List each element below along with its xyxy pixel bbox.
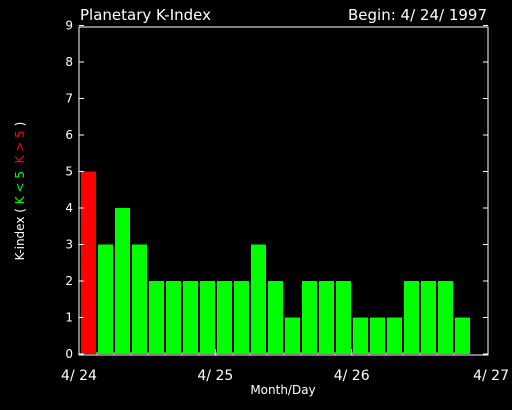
bar-20 <box>404 281 419 354</box>
y-axis-label-prefix: K-index <box>13 217 27 261</box>
bar-12 <box>268 281 283 354</box>
y-tick-label-9: 9 <box>65 19 73 33</box>
y-tick-label-6: 6 <box>65 128 73 142</box>
chart-title: Planetary K-Index <box>80 6 211 24</box>
x-axis-label: Month/Day <box>250 383 315 397</box>
y-tick-label-4: 4 <box>65 201 73 215</box>
bar-7 <box>183 281 198 354</box>
bar-4 <box>132 244 147 354</box>
bar-10 <box>234 281 249 354</box>
y-ticks-group: 0 1 2 3 4 5 6 7 8 9 <box>65 19 488 361</box>
x-tick-label-3: 4/ 26 <box>334 368 370 384</box>
y-axis-label: K-index ( K < 5 K > 5 ) <box>13 122 27 261</box>
bar-6 <box>166 281 181 354</box>
y-tick-label-1: 1 <box>65 311 73 325</box>
bar-9 <box>217 281 232 354</box>
bar-16 <box>336 281 351 354</box>
bar-8 <box>200 281 215 354</box>
y-axis-label-close-paren: ) <box>13 122 27 127</box>
bar-17 <box>353 317 368 354</box>
x-ticks-group: 4/ 24 4/ 25 4/ 26 4/ 27 <box>61 349 509 384</box>
bar-15 <box>319 281 334 354</box>
y-tick-label-2: 2 <box>65 274 73 288</box>
bar-18 <box>370 317 385 354</box>
bar-11 <box>251 244 266 354</box>
bar-22 <box>438 281 453 354</box>
bar-19 <box>387 317 402 354</box>
chart-subtitle: Begin: 4/ 24/ 1997 <box>348 6 487 24</box>
y-tick-label-7: 7 <box>65 92 73 106</box>
x-tick-label-1: 4/ 24 <box>61 368 97 384</box>
bar-5 <box>149 281 164 354</box>
y-tick-label-8: 8 <box>65 55 73 69</box>
x-tick-label-2: 4/ 25 <box>197 368 233 384</box>
bar-14 <box>302 281 317 354</box>
bar-21 <box>421 281 436 354</box>
y-tick-label-3: 3 <box>65 238 73 252</box>
bars-group <box>81 171 470 354</box>
bar-3 <box>115 208 130 354</box>
y-axis-label-open-paren: ( <box>13 208 27 213</box>
y-tick-label-5: 5 <box>65 165 73 179</box>
bar-1 <box>81 171 96 354</box>
y-axis-label-high: K > 5 <box>13 130 27 163</box>
y-axis-label-low: K < 5 <box>13 171 27 204</box>
bar-13 <box>285 317 300 354</box>
x-tick-label-4: 4/ 27 <box>473 368 509 384</box>
bar-2 <box>98 244 113 354</box>
bar-23 <box>455 317 470 354</box>
y-tick-label-0: 0 <box>65 347 73 361</box>
